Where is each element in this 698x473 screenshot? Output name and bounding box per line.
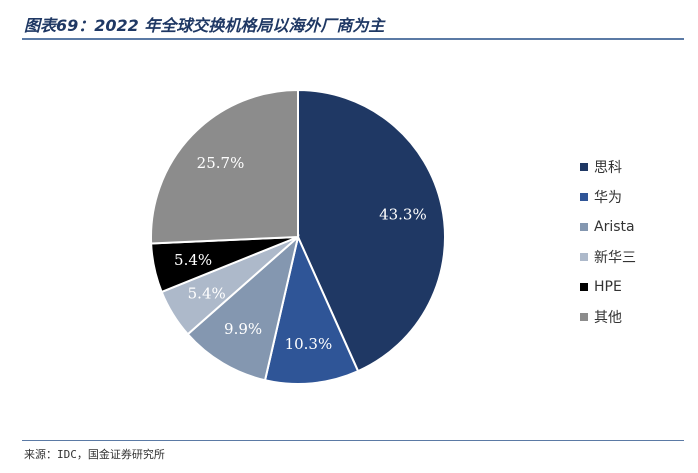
legend-label: Arista	[594, 219, 635, 235]
legend-item: 新华三	[580, 242, 636, 272]
slice-value-label: 25.7%	[197, 154, 245, 172]
legend-item: 华为	[580, 182, 636, 212]
slice-value-label: 10.3%	[285, 335, 333, 353]
slice-value-label: 5.4%	[174, 251, 212, 269]
legend-label: 其他	[594, 310, 622, 326]
legend-label: 思科	[594, 160, 622, 176]
slice-value-label: 43.3%	[379, 206, 427, 224]
legend-swatch	[580, 193, 588, 201]
legend-swatch	[580, 283, 588, 291]
pie-slice-2	[186, 234, 300, 382]
pie-slice-0	[297, 88, 447, 373]
pie-slice-1	[263, 233, 360, 385]
legend-swatch	[580, 313, 588, 321]
legend-swatch	[580, 223, 588, 231]
title-divider	[22, 38, 684, 40]
source-note: 来源：IDC，国金证券研究所	[24, 448, 165, 461]
footer-divider	[22, 440, 684, 441]
legend-item: Arista	[580, 212, 636, 242]
slice-value-label: 5.4%	[188, 284, 226, 302]
chart-legend: 思科华为 Arista 新华三 HPE 其他	[580, 152, 636, 332]
legend-swatch	[580, 163, 588, 171]
legend-label: 新华三	[594, 250, 636, 266]
slice-value-label: 9.9%	[224, 320, 262, 338]
legend-label: HPE	[594, 279, 622, 295]
pie-slice-5	[150, 88, 299, 245]
legend-label: 华为	[594, 190, 622, 206]
legend-swatch	[580, 253, 588, 261]
legend-item: HPE	[580, 272, 636, 302]
chart-title: 图表69：2022 年全球交换机格局以海外厂商为主	[24, 16, 385, 35]
legend-item: 其他	[580, 302, 636, 332]
legend-item: 思科	[580, 152, 636, 182]
